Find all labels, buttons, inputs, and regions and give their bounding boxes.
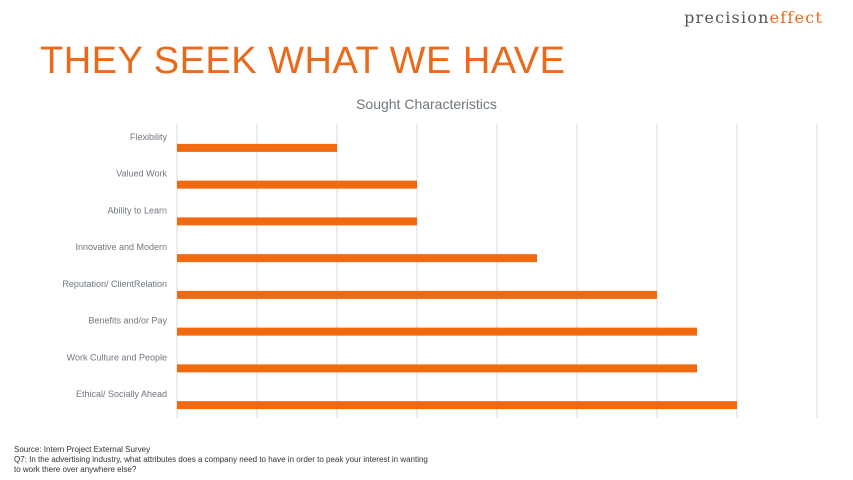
- bar: [177, 143, 337, 152]
- footer-source: Source: Intern Project External Survey: [14, 445, 151, 454]
- category-label: Ability to Learn: [107, 205, 167, 215]
- bar: [177, 290, 657, 299]
- category-label: Work Culture and People: [67, 352, 167, 362]
- bar: [177, 401, 737, 410]
- footer-question-line1: Q7: In the advertising industry, what at…: [14, 455, 428, 464]
- bar: [177, 327, 697, 336]
- logo-plain-text: precision: [684, 8, 770, 27]
- logo-accent-text: effect: [769, 8, 823, 27]
- bar: [177, 180, 417, 189]
- chart-title: Sought Characteristics: [356, 96, 497, 112]
- slide-headline: THEY SEEK WHAT WE HAVE: [40, 40, 566, 82]
- category-label: Benefits and/or Pay: [88, 316, 167, 326]
- category-label: Innovative and Modern: [75, 242, 167, 252]
- chart-category-labels: Flexibility Valued Work Ability to Learn In…: [62, 132, 167, 399]
- chart-bars: [177, 143, 737, 410]
- bar: [177, 364, 697, 373]
- slide-footer: Source: Intern Project External Survey Q…: [14, 445, 428, 475]
- category-label: Ethical/ Socially Ahead: [76, 389, 167, 399]
- category-label: Reputation/ ClientRelation: [62, 279, 167, 289]
- footer-question-line2: to work there over anywhere else?: [14, 465, 137, 474]
- category-label: Flexibility: [130, 132, 168, 142]
- brand-logo: precisioneffect: [684, 8, 823, 27]
- category-label: Valued Work: [116, 169, 167, 179]
- bar: [177, 254, 537, 263]
- chart-gridlines: [176, 124, 818, 418]
- bar: [177, 217, 417, 226]
- bar-chart: Flexibility Valued Work Ability to Learn In…: [62, 124, 818, 418]
